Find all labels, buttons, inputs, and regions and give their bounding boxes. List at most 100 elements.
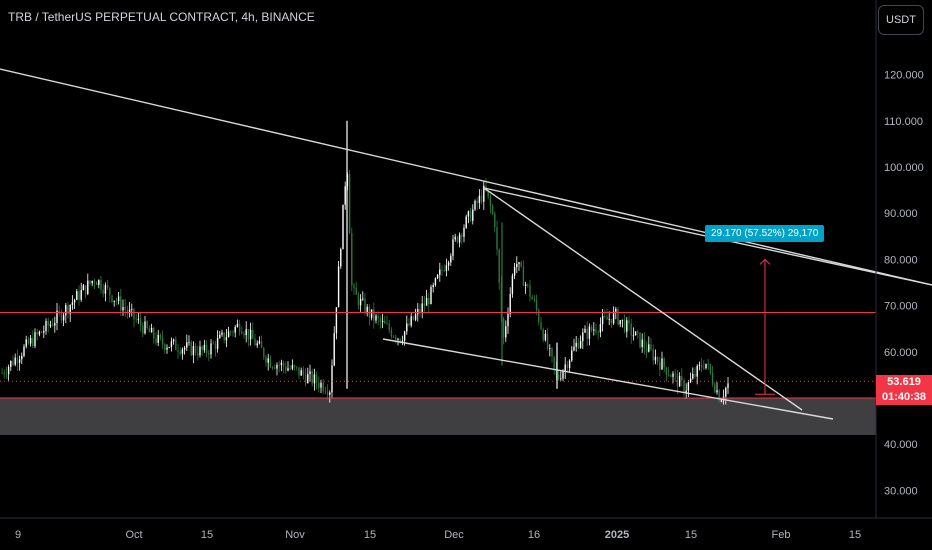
candle-body [18,359,21,363]
candle-body [168,346,170,348]
candle-body [520,262,522,267]
candle-body [47,321,49,326]
candle-body [700,364,703,368]
candle-body [181,349,184,354]
candle-body [326,392,329,395]
candle-body [320,382,322,388]
candle-body [69,304,71,314]
candle-body [718,390,720,402]
candle-body [91,281,93,284]
candle-body [210,343,212,355]
candle-body [296,366,298,368]
candle-body [458,234,461,243]
candle-body [348,174,351,234]
time-axis: 9 Oct 15 Nov 15 Dec 16 2025 15 Feb 15 [0,517,932,541]
candle-body [197,353,199,356]
candle-body [56,310,58,324]
candle-body [128,309,131,313]
candle-body [423,303,426,306]
candle-body [573,346,575,351]
candle-body [597,332,599,333]
candle-body [364,298,366,314]
candle-body [582,332,584,342]
time-tick-label: 2025 [605,529,629,541]
candle-body [243,333,245,336]
candle-body [727,383,729,389]
time-tick-label: 15 [201,529,213,541]
candle-body [216,338,219,349]
currency-button[interactable]: USDT [878,5,924,35]
candle-body [329,392,331,395]
candle-body [205,344,208,353]
candle-body [474,200,476,210]
candle-body [120,296,122,311]
candle-body [124,307,126,310]
candle-body [436,275,439,279]
candle-body [29,337,32,344]
candle-body [14,357,16,365]
candle-body [16,357,19,363]
candle-body [186,342,188,348]
candle-body [298,367,300,376]
candle-body [260,341,263,349]
candle-body [104,285,107,294]
candle-body [637,331,639,333]
candle-body [51,324,54,326]
candle-body [619,320,621,325]
candle-body [311,371,313,384]
candle-body [289,368,291,370]
candle-body [430,286,432,304]
candle-body [441,269,443,271]
time-tick-label: 15 [849,529,861,541]
candle-body [203,344,206,350]
candle-body [137,318,140,320]
candle-body [692,373,694,379]
candle-body [148,328,151,333]
candle-body [192,346,195,356]
candle-body [544,333,547,341]
candle-body [392,336,395,338]
candle-body [593,329,595,331]
candle-body [49,324,52,326]
candle-body [518,262,520,265]
candle-body [38,331,41,335]
candle-body [318,382,320,388]
candle-body [628,320,630,324]
candle-body [234,326,236,333]
candle-body [542,329,544,341]
candle-body [3,372,5,375]
candle-body [656,356,659,362]
candle-body [694,373,696,377]
candle-body [95,282,98,285]
time-tick-label: 9 [15,529,21,541]
candle-body [590,326,593,331]
candle-body [639,332,641,348]
support-zone [0,398,876,435]
candle-body [716,390,718,393]
candle-body [720,400,723,402]
candle-body [417,309,419,315]
candle-body [366,306,368,314]
candle-body [395,336,397,340]
candle-body [82,285,85,291]
candle-body [403,331,406,341]
candle-body [219,334,221,339]
candle-body [496,227,498,250]
candle-body [241,331,243,334]
candle-body [111,295,113,302]
candle-body [375,315,377,321]
candle-body [344,186,346,205]
candle-body [621,319,624,321]
price-tick-label: 60.000 [884,347,918,359]
candle-body [564,364,566,371]
candle-body [661,358,663,370]
candle-body [406,323,408,332]
candle-body [7,366,10,375]
candle-body [659,361,661,370]
candle-body [146,321,148,329]
candle-body [654,356,657,361]
candle-body [509,294,511,314]
candle-body [489,196,492,207]
candle-body [652,349,654,361]
